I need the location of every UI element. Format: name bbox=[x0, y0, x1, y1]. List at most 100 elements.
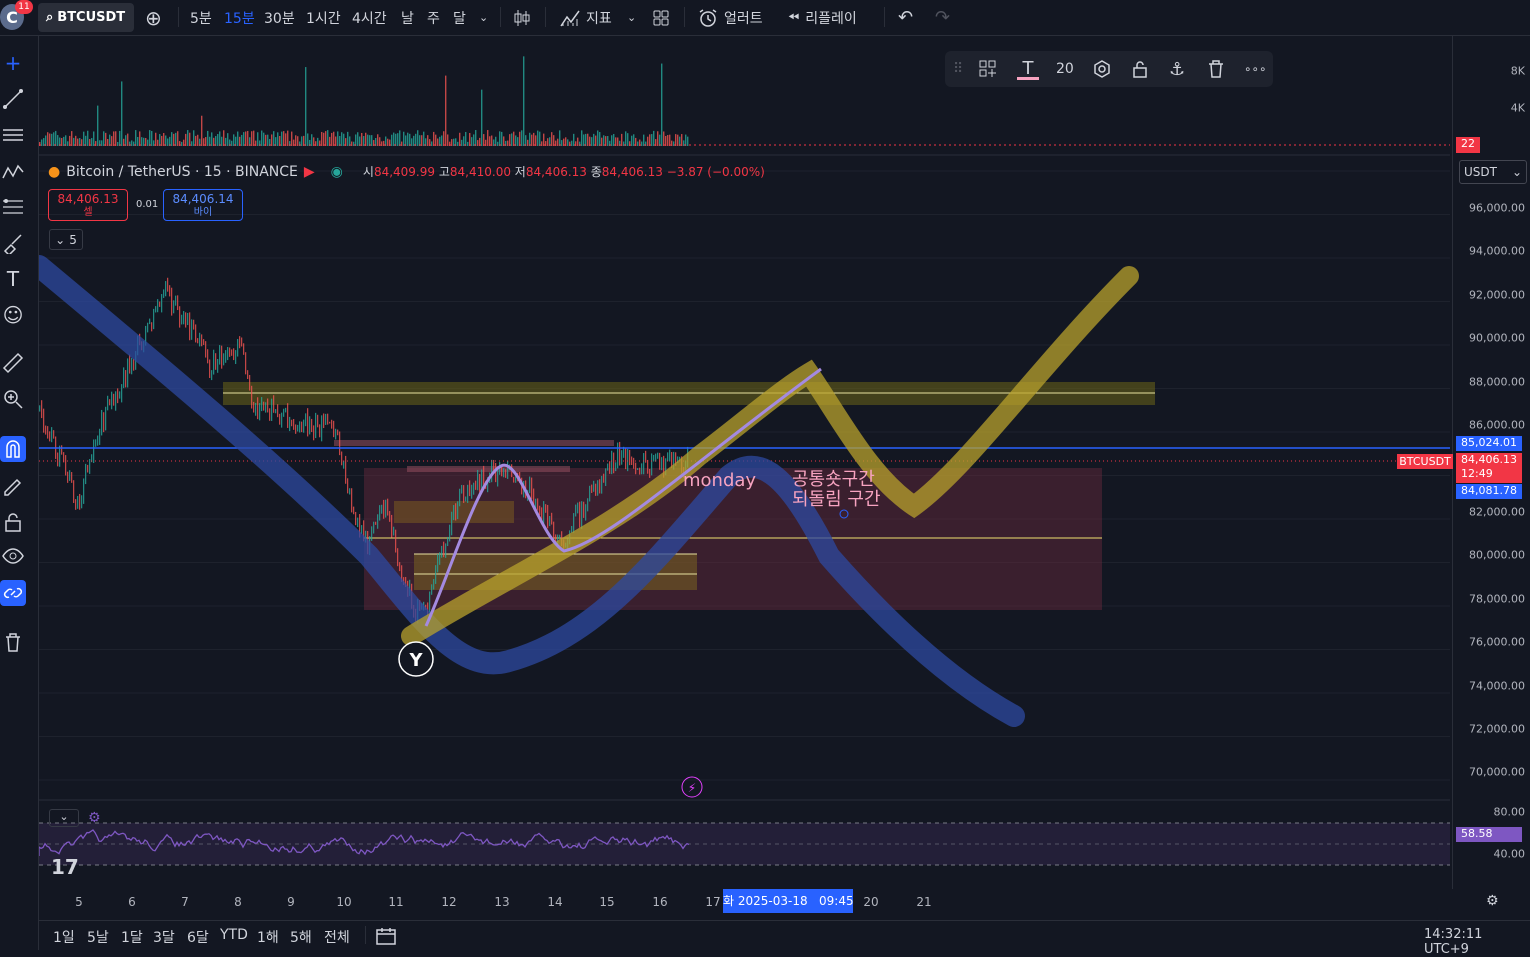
floating-draw-toolbar: ⠿ T 20 ⚓︎ ∘∘∘ bbox=[945, 51, 1273, 87]
drag-handle-icon[interactable]: ⠿ bbox=[953, 61, 964, 77]
volume-bar bbox=[509, 134, 511, 146]
flag-icon[interactable]: ▶ bbox=[303, 163, 315, 180]
volume-bar bbox=[85, 135, 87, 146]
settings-icon[interactable] bbox=[1092, 51, 1112, 87]
crosshair-icon[interactable]: + bbox=[4, 51, 22, 75]
ruler-icon[interactable] bbox=[0, 350, 26, 376]
volume-bar bbox=[353, 141, 355, 146]
volume-bar bbox=[301, 136, 303, 146]
alert-button[interactable]: 얼러트 bbox=[698, 0, 763, 35]
range-1y[interactable]: 1해 bbox=[257, 930, 279, 946]
trash-icon[interactable] bbox=[0, 629, 26, 655]
volume-bar bbox=[653, 130, 655, 146]
interval-4h[interactable]: 4시간 bbox=[352, 10, 387, 27]
volume-bar bbox=[149, 130, 151, 146]
volume-bar bbox=[413, 135, 415, 146]
volume-bar bbox=[437, 138, 439, 146]
interval-month[interactable]: 달 bbox=[453, 10, 466, 27]
emoji-icon[interactable]: ☺ bbox=[2, 303, 24, 327]
buy-button[interactable]: 84,406.14 바이 bbox=[163, 189, 243, 221]
lock-icon[interactable] bbox=[0, 509, 26, 535]
currency-select[interactable]: USDT ⌄ bbox=[1459, 160, 1527, 184]
sell-price: 84,406.13 bbox=[57, 192, 119, 206]
price-tick: 92,000.00 bbox=[1469, 288, 1525, 302]
interval-week[interactable]: 주 bbox=[427, 10, 440, 27]
volume-bar bbox=[349, 136, 351, 146]
date-range-calendar-icon[interactable] bbox=[376, 927, 396, 949]
lock-pencil-icon[interactable] bbox=[0, 473, 26, 499]
indicator-collapse-button[interactable]: ⌄ 5 bbox=[49, 229, 83, 250]
legend-title[interactable]: Bitcoin / TetherUS · 15 · BINANCE bbox=[66, 163, 298, 180]
brush-icon[interactable] bbox=[0, 230, 26, 256]
volume-bar bbox=[55, 130, 57, 146]
range-1m[interactable]: 1달 bbox=[121, 930, 143, 946]
range-6m[interactable]: 6달 bbox=[187, 930, 209, 946]
chevron-down-icon: ⌄ bbox=[59, 810, 69, 823]
text-color-icon[interactable]: T bbox=[1017, 51, 1039, 87]
range-ytd[interactable]: YTD bbox=[220, 927, 248, 943]
volume-bar bbox=[577, 137, 579, 146]
volume-bar bbox=[49, 133, 51, 146]
range-5d[interactable]: 5날 bbox=[87, 930, 109, 946]
clock-timezone[interactable]: 14:32:11 UTC+9 bbox=[1424, 927, 1483, 957]
interval-dropdown-icon[interactable]: ⌄ bbox=[479, 11, 489, 24]
symbol-search-button[interactable]: ⌕ BTCUSDT bbox=[38, 3, 134, 32]
anchor-icon[interactable]: ⚓︎ bbox=[1169, 58, 1186, 80]
interval-5m[interactable]: 5분 bbox=[190, 10, 212, 27]
volume-bar bbox=[621, 133, 623, 146]
template-grid-icon[interactable] bbox=[979, 51, 997, 87]
interval-30m[interactable]: 30분 bbox=[264, 10, 295, 27]
rsi-settings-icon[interactable]: ⚙ bbox=[88, 810, 101, 826]
layout-grid-icon[interactable] bbox=[652, 0, 670, 35]
range-5y[interactable]: 5해 bbox=[290, 930, 312, 946]
lock-icon[interactable] bbox=[1131, 51, 1149, 87]
range-all[interactable]: 전체 bbox=[324, 930, 350, 946]
volume-bar bbox=[401, 141, 403, 146]
indicators-button[interactable]: 지표 bbox=[560, 0, 612, 35]
undo-icon[interactable]: ↶ bbox=[898, 7, 914, 28]
axis-settings-icon[interactable]: ⚙ bbox=[1486, 893, 1499, 909]
zoom-in-icon[interactable] bbox=[0, 386, 26, 412]
time-axis[interactable]: 5 6 7 8 9 10 11 12 13 14 15 16 17 화 2025… bbox=[39, 889, 1499, 917]
pattern-wxy-icon[interactable] bbox=[0, 158, 26, 184]
range-1d[interactable]: 1일 bbox=[53, 930, 75, 946]
volume-bar bbox=[641, 141, 643, 146]
sell-button[interactable]: 84,406.13 셀 bbox=[48, 189, 128, 221]
volume-bar bbox=[503, 136, 505, 146]
fib-channel-icon[interactable] bbox=[0, 194, 26, 220]
indicators-dropdown-icon[interactable]: ⌄ bbox=[627, 11, 637, 24]
magnet-icon[interactable] bbox=[0, 436, 26, 462]
text-tool-icon[interactable]: T bbox=[6, 267, 20, 291]
interval-day[interactable]: 날 bbox=[401, 10, 414, 27]
font-size-value[interactable]: 20 bbox=[1056, 61, 1074, 77]
price-axis[interactable]: 8K 4K 22 USDT ⌄ 96,000.00 94,000.00 92,00… bbox=[1452, 36, 1530, 889]
volume-bar bbox=[625, 131, 627, 146]
horizontal-lines-icon[interactable] bbox=[0, 122, 26, 148]
redo-icon[interactable]: ↷ bbox=[935, 7, 951, 28]
compare-add-icon[interactable]: ⊕ bbox=[145, 5, 162, 30]
rsi-collapse-button[interactable]: ⌄ bbox=[49, 809, 79, 827]
volume-bar bbox=[473, 134, 475, 146]
volume-bar bbox=[583, 134, 585, 146]
range-3m[interactable]: 3달 bbox=[153, 930, 175, 946]
chart-canvas[interactable]: Y ⚡ 17 bbox=[39, 36, 1450, 889]
volume-bar bbox=[191, 141, 193, 146]
volume-bar bbox=[131, 140, 133, 146]
volume-bar bbox=[347, 131, 349, 146]
replay-button[interactable]: ⏪︎ 리플레이 bbox=[788, 0, 857, 35]
rsi-tick-80: 80.00 bbox=[1493, 805, 1526, 819]
volume-bar bbox=[117, 141, 119, 146]
interval-1h[interactable]: 1시간 bbox=[306, 10, 341, 27]
candle-type-icon[interactable] bbox=[513, 0, 531, 35]
trend-line-icon[interactable] bbox=[0, 86, 26, 112]
volume-bar bbox=[65, 135, 67, 146]
eye-icon[interactable] bbox=[0, 543, 26, 569]
link-icon[interactable] bbox=[0, 580, 26, 606]
trash-icon[interactable] bbox=[1207, 51, 1225, 87]
more-icon[interactable]: ∘∘∘ bbox=[1244, 62, 1267, 76]
volume-bar bbox=[319, 140, 321, 146]
volume-bar bbox=[253, 130, 255, 146]
volume-bar bbox=[241, 134, 243, 146]
volume-bar bbox=[189, 132, 191, 146]
interval-15m[interactable]: 15분 bbox=[224, 10, 255, 27]
